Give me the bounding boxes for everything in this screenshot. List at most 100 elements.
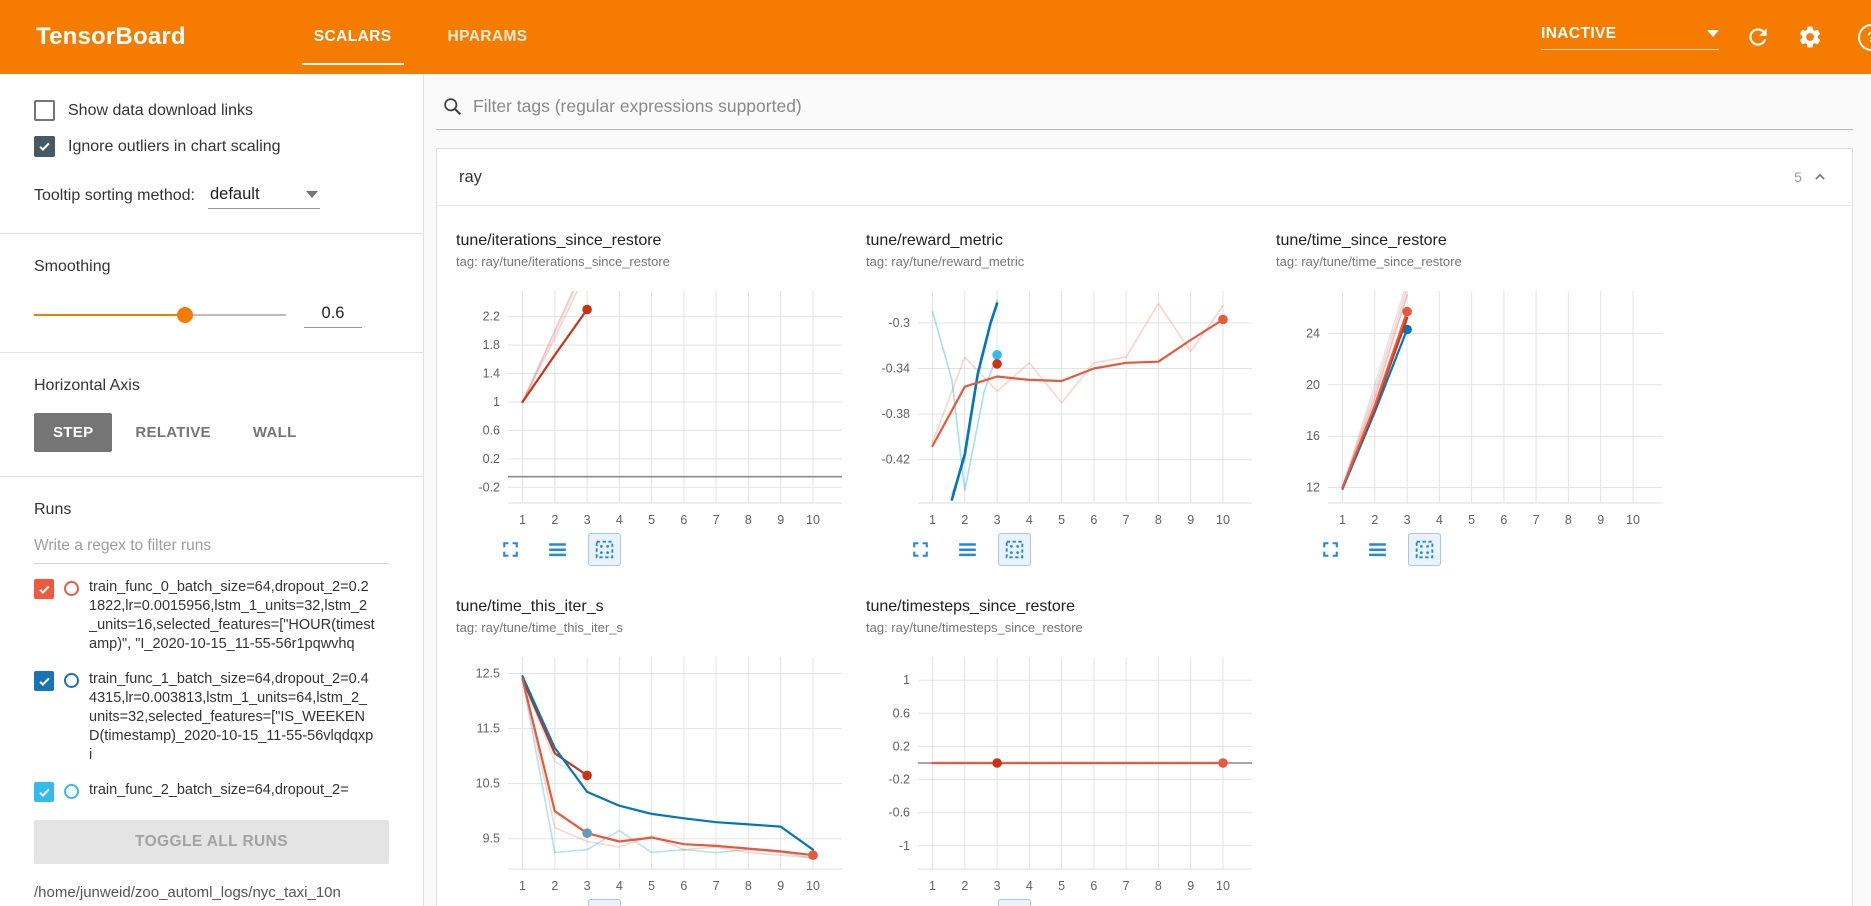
chart-tag: tag: ray/tune/time_this_iter_s [456,620,623,635]
run-item[interactable]: train_func_2_batch_size=64,dropout_2= [34,781,389,802]
tag-group-count: 5 [1794,169,1802,185]
line-chart[interactable]: 1 2 3 4 5 6 7 8 9 10 -0.2 0.2 0.6 1 1.4 1.8 2.2 [456,281,850,531]
run-checkbox[interactable] [34,579,54,599]
svg-text:0.6: 0.6 [893,706,910,720]
svg-text:2: 2 [961,879,968,893]
tab-hparams[interactable]: HPARAMS [447,28,528,45]
svg-text:2: 2 [551,513,558,527]
expand-chart-icon[interactable] [494,533,527,566]
svg-text:20: 20 [1306,378,1320,392]
svg-text:6: 6 [680,879,687,893]
expand-chart-icon[interactable] [904,533,937,566]
run-item[interactable]: train_func_0_batch_size=64,dropout_2=0.2… [34,578,389,654]
svg-text:2.2: 2.2 [483,310,500,324]
svg-text:1.8: 1.8 [483,338,500,352]
horizontal-axis-section: Horizontal Axis STEP RELATIVE WALL [34,377,389,452]
settings-gear-icon[interactable] [1797,24,1823,50]
svg-text:8: 8 [1155,513,1162,527]
svg-text:11.5: 11.5 [477,722,500,736]
svg-text:1.4: 1.4 [483,367,500,381]
svg-text:10: 10 [806,513,820,527]
run-selector-icon[interactable] [1361,533,1394,566]
chart-tag: tag: ray/tune/reward_metric [866,254,1025,269]
slider-fill [34,314,186,316]
run-selector-icon[interactable] [541,899,574,906]
run-selector-icon[interactable] [541,533,574,566]
run-checkbox[interactable] [34,671,54,691]
runs-filter-input[interactable] [34,529,389,564]
svg-text:3: 3 [584,879,591,893]
run-selector-icon[interactable] [951,899,984,906]
refresh-icon[interactable] [1745,24,1771,50]
toggle-all-runs-button[interactable]: TOGGLE ALL RUNS [34,820,389,864]
svg-text:-0.38: -0.38 [882,407,911,421]
expand-chart-icon[interactable] [1314,533,1347,566]
data-status-dropdown[interactable]: INACTIVE [1541,25,1719,50]
fit-domain-icon[interactable] [1408,533,1441,566]
app-header: TensorBoard SCALARS HPARAMS INACTIVE ? [0,0,1871,74]
tooltip-sorting-select[interactable]: default [207,183,320,209]
svg-text:16: 16 [1306,429,1320,443]
axis-wall-button[interactable]: WALL [234,413,316,452]
svg-text:0.2: 0.2 [483,452,500,466]
smoothing-label: Smoothing [34,258,111,275]
expand-chart-icon[interactable] [904,899,937,906]
chart-title: tune/time_this_iter_s [456,598,604,615]
fit-domain-icon[interactable] [998,899,1031,906]
svg-text:2: 2 [1371,513,1378,527]
tag-group-header[interactable]: ray 5 [437,149,1852,206]
run-isolate-radio[interactable] [64,581,79,596]
fit-domain-icon[interactable] [588,533,621,566]
svg-text:5: 5 [1058,513,1065,527]
svg-text:5: 5 [1468,513,1475,527]
fit-domain-icon[interactable] [998,533,1031,566]
tab-scalars[interactable]: SCALARS [286,0,420,74]
search-icon [444,98,462,116]
line-chart[interactable]: 1 2 3 4 5 6 7 8 9 10 -0.42 -0.38 -0.34 -0.3 [866,281,1260,531]
svg-text:2: 2 [961,513,968,527]
run-isolate-radio[interactable] [64,673,79,688]
chart-card: tune/reward_metric tag: ray/tune/reward_m… [866,232,1266,566]
svg-text:8: 8 [745,879,752,893]
svg-text:8: 8 [745,513,752,527]
slider-thumb[interactable] [177,307,194,323]
svg-text:1: 1 [493,395,500,409]
line-chart[interactable]: 1 2 3 4 5 6 7 8 9 10 9.5 10.5 11.5 12.5 [456,647,850,897]
expand-chart-icon[interactable] [494,899,527,906]
chart-tag: tag: ray/tune/time_since_restore [1276,254,1462,269]
help-icon[interactable]: ? [1858,24,1871,51]
chevron-up-icon[interactable] [1810,167,1830,187]
chart-title: tune/reward_metric [866,232,1003,249]
chart-tag: tag: ray/tune/timesteps_since_restore [866,620,1083,635]
run-selector-icon[interactable] [951,533,984,566]
line-chart[interactable]: 1 2 3 4 5 6 7 8 9 10 -1 -0.6 -0.2 0.2 0.6 1 [866,647,1260,897]
fit-domain-icon[interactable] [588,899,621,906]
chart-actions [1276,533,1676,566]
checkbox-unchecked[interactable] [34,100,55,121]
axis-relative-button[interactable]: RELATIVE [116,413,229,452]
checkbox-row[interactable]: Show data download links [34,100,389,121]
svg-text:7: 7 [713,879,720,893]
axis-step-button[interactable]: STEP [34,413,113,452]
checkbox-row[interactable]: Ignore outliers in chart scaling [34,136,389,157]
svg-text:9: 9 [777,879,784,893]
svg-text:7: 7 [1123,513,1130,527]
run-item[interactable]: train_func_1_batch_size=64,dropout_2=0.4… [34,670,389,765]
svg-text:10: 10 [1216,513,1230,527]
svg-text:1: 1 [929,879,936,893]
run-checkbox[interactable] [34,782,54,802]
runs-section: Runs train_func_0_batch_size=64,dropout_… [34,501,389,906]
svg-text:10: 10 [1216,879,1230,893]
svg-text:9: 9 [777,513,784,527]
smoothing-slider[interactable] [34,306,286,324]
run-isolate-radio[interactable] [64,784,79,799]
run-label: train_func_1_batch_size=64,dropout_2=0.4… [89,671,374,763]
tag-filter-input[interactable] [473,96,1847,117]
svg-text:12.5: 12.5 [476,667,500,681]
chart-card: tune/time_since_restore tag: ray/tune/tim… [1276,232,1676,566]
smoothing-value-input[interactable] [304,302,362,328]
svg-text:-0.34: -0.34 [882,362,911,376]
svg-text:-0.2: -0.2 [478,480,500,494]
checkbox-checked[interactable] [34,136,55,157]
